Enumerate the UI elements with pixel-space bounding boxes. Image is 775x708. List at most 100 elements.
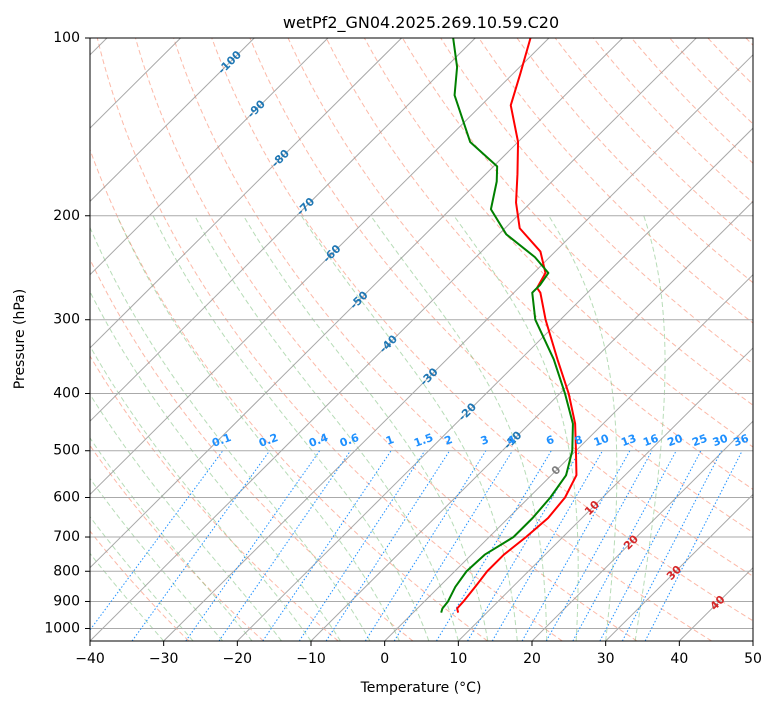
mixing-ratio-label: 0.2 <box>257 431 280 450</box>
mixing-ratio-line <box>521 450 631 641</box>
isotherm-line <box>90 38 255 203</box>
mixing-ratio-line <box>572 450 677 641</box>
dewpoint-line <box>440 38 574 613</box>
mixing-ratio-line <box>545 450 653 641</box>
x-tick-label: 50 <box>744 651 762 667</box>
mixing-ratio-label: 30 <box>711 432 730 450</box>
mixing-ratio-label: 36 <box>732 432 751 450</box>
moist-adiabat <box>90 393 282 641</box>
moist-adiabat <box>370 215 548 641</box>
axes-layer: −40 −30 −20 −10 0 10 20 30 40 5010020030040050060… <box>44 30 762 667</box>
mixing-ratio-line <box>185 450 321 641</box>
y-tick-label: 500 <box>53 443 80 459</box>
y-tick-label: 600 <box>53 489 80 505</box>
mixing-ratio-label: 1 <box>384 433 396 448</box>
x-axis-label: Temperature (°C) <box>360 680 482 696</box>
mixing-ratio-label: 20 <box>666 432 685 450</box>
isotherm-line <box>90 38 476 422</box>
mixing-ratio-line <box>131 450 271 641</box>
dry-adiabat <box>90 530 190 641</box>
mixing-ratio-line <box>218 450 351 641</box>
moist-adiabat <box>90 437 253 641</box>
moist-adiabat <box>90 552 165 641</box>
dry-adiabat <box>554 38 753 244</box>
mixing-ratio-line <box>491 450 603 641</box>
dry-adiabat <box>516 38 753 284</box>
isotherm-line <box>90 38 329 276</box>
isotherm-line <box>310 200 753 641</box>
dry-adiabat <box>745 38 753 46</box>
isotherm-line <box>90 38 550 496</box>
plot-frame <box>89 37 754 642</box>
mixing-ratio-line <box>621 450 722 641</box>
mixing-ratio-line <box>298 450 426 641</box>
dry-adiabat <box>402 38 753 406</box>
mixing-ratio-line <box>90 450 224 631</box>
moist-adiabat <box>90 345 312 641</box>
isotherm-line <box>531 420 753 641</box>
isotherm-line <box>163 54 753 641</box>
moist-adiabat <box>90 290 341 641</box>
y-tick-label: 1000 <box>44 620 80 636</box>
moist-adiabat <box>90 515 194 641</box>
mixing-ratio-line <box>599 450 702 641</box>
mixing-ratio-line <box>325 450 451 641</box>
x-tick-label: −30 <box>149 651 179 667</box>
chart-title: wetPf2_GN04.2025.269.10.59.C20 <box>283 13 559 33</box>
x-tick-label: 30 <box>597 651 615 667</box>
dry-adiabat <box>90 258 414 641</box>
dry-adiabat <box>211 38 753 622</box>
mixing-ratio-label: 16 <box>641 432 660 450</box>
dry-adiabat <box>249 38 753 577</box>
mixing-ratio-label: 1.5 <box>412 431 435 450</box>
x-tick-label: 40 <box>670 651 688 667</box>
dry-adiabat <box>90 444 264 641</box>
y-axis-label: Pressure (hPa) <box>12 289 28 389</box>
mixing-ratio-label: 8 <box>573 433 585 448</box>
mixing-ratio-line <box>393 450 513 641</box>
dry-adiabat <box>478 38 753 324</box>
dry-adiabat <box>669 38 753 125</box>
x-tick-label: −20 <box>223 651 253 667</box>
moist-adiabat <box>194 215 459 641</box>
mixing-ratio-label: 4 <box>505 433 517 448</box>
y-tick-label: 700 <box>53 529 80 545</box>
mixing-ratio-label: 0.4 <box>307 431 330 450</box>
isotherm-line <box>752 640 753 641</box>
temperature-line <box>456 38 578 613</box>
mixing-ratio-line <box>364 450 487 641</box>
dry-adiabat <box>90 355 339 641</box>
isotherm-line <box>236 127 753 641</box>
dry-adiabat <box>96 38 563 641</box>
mixing-ratio-label: 6 <box>544 433 556 448</box>
mixing-ratio-label: 25 <box>690 432 709 449</box>
y-tick-label: 100 <box>53 30 80 46</box>
x-tick-label: 0 <box>380 651 389 667</box>
mixing-ratio-label: 10 <box>592 432 611 450</box>
x-tick-label: −40 <box>75 651 105 667</box>
isotherm-line <box>90 38 402 349</box>
moist-adiabat <box>152 215 430 641</box>
y-tick-label: 400 <box>53 386 80 402</box>
isotherm-line <box>678 567 753 641</box>
mixing-ratio-label: 0.1 <box>210 431 233 450</box>
y-tick-label: 800 <box>53 563 80 579</box>
profile-layer <box>440 38 578 613</box>
y-tick-label: 200 <box>53 208 80 224</box>
x-tick-label: −10 <box>296 651 326 667</box>
mixing-ratio-label: 0.6 <box>338 431 361 450</box>
dry-adiabat <box>325 38 753 491</box>
x-tick-label: 20 <box>523 651 541 667</box>
isotherm-line <box>457 347 753 641</box>
moist-adiabat <box>116 215 400 641</box>
isotherm-line <box>605 493 753 641</box>
dry-adiabat <box>363 38 753 448</box>
moist-adiabat <box>548 215 618 641</box>
moist-adiabat <box>300 215 518 641</box>
y-tick-label: 900 <box>53 593 80 609</box>
moist-adiabat <box>634 215 666 641</box>
isotherm-line <box>90 38 623 569</box>
isotherm-line <box>90 38 697 641</box>
dry-adiabat <box>707 38 753 86</box>
